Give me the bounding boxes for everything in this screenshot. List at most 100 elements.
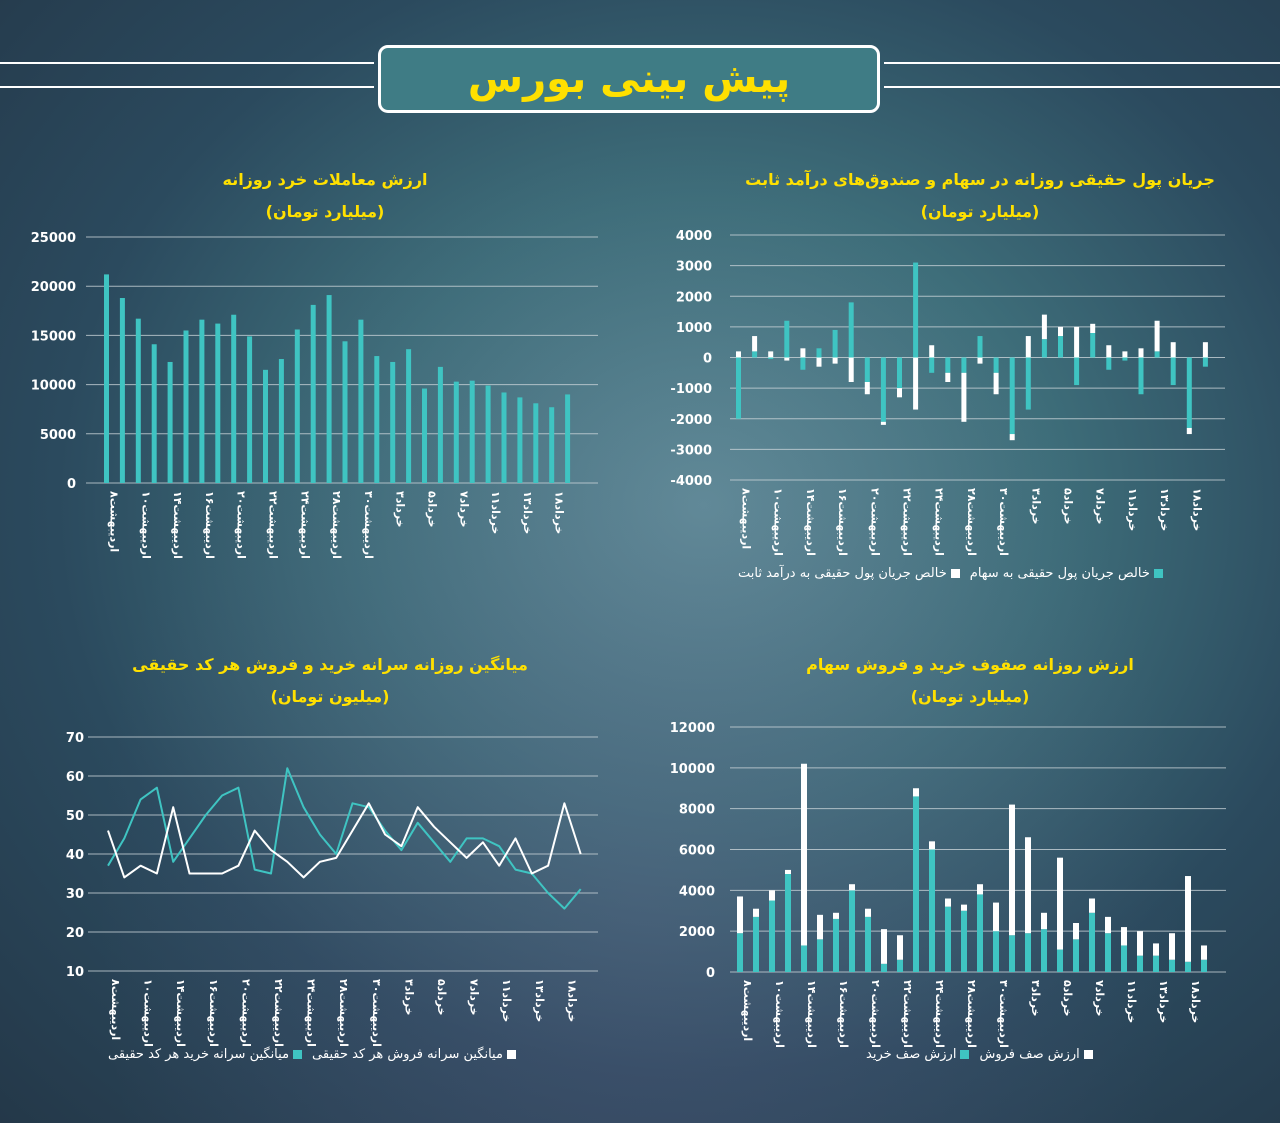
bar-stocks [961,357,967,373]
per-capita-chart: 10 20 30 40 50 60 70 اردیبهشت۸ اردیبهشت۱۰ اردیبهش… [66,731,598,1047]
y-tick-label: -3000 [670,443,712,458]
x-tick-label: خرداد۱۱ [1126,488,1139,531]
bar-buy-queue [1009,935,1015,972]
bar-buy-queue [1137,955,1143,972]
legend-swatch-fixed-income [950,569,960,578]
bar-stocks [816,348,822,358]
x-tick-label: خرداد۱۸ [553,491,566,534]
bar-sell-queue [993,902,999,932]
y-tick-label: 15000 [31,329,76,344]
bar-sell-queue [961,904,967,911]
bar-fixed-income [977,357,983,364]
bar-buy-queue [977,894,983,972]
flow-chart-title: جریان پول حقیقی روزانه در سهام و صندوق‌ه… [745,170,1215,189]
y-tick-label: -1000 [670,382,712,397]
bar-buy-queue [737,933,743,972]
bar-buy-queue [1073,939,1079,972]
bar-sell-queue [1121,927,1127,946]
legend-label-sell-queue: ارزش صف فروش [979,1047,1080,1062]
bar [469,380,475,483]
bar [374,356,380,483]
bar-sell-queue [1201,945,1207,960]
bar-stocks [977,336,983,358]
x-tick-label: اردیبهشت۱۰ [773,980,786,1048]
bar [199,319,205,483]
bar-fixed-income [1106,345,1112,358]
bar-sell-queue [817,914,823,940]
bar-sell-queue [1089,898,1095,913]
x-tick-label: اردیبهشت۸ [741,980,754,1041]
bar-stocks [1154,351,1160,358]
bar-stocks [1106,357,1112,370]
bar-buy-queue [785,874,791,972]
bar-buy-queue [1025,933,1031,972]
bar-fixed-income [961,372,967,422]
bar-fixed-income [1041,314,1047,340]
bar [326,295,332,483]
x-tick-label: خرداد۱۸ [1189,980,1202,1023]
x-tick-label: اردیبهشت۲۸ [965,980,978,1048]
x-tick-label: خرداد۱۱ [500,979,513,1022]
bar-buy-queue [881,963,887,972]
x-tick-label: خرداد۵ [1061,980,1074,1017]
x-tick-label: اردیبهشت۱۴ [804,488,817,556]
bar-fixed-income [1170,342,1176,358]
y-tick-label: 50 [66,809,84,824]
bar-buy-queue [1105,933,1111,972]
bar-stocks [913,262,919,358]
y-tick-label: 0 [706,966,715,981]
header-rule-left-2 [0,86,374,88]
x-tick-label: اردیبهشت۸ [740,488,753,549]
x-tick-label: خرداد۷ [1094,488,1107,525]
bar [406,349,412,483]
bar-sell-queue [785,869,791,874]
x-tick-label: اردیبهشت۱۴ [174,979,187,1047]
bar [247,336,253,483]
bar-buy-queue [1121,945,1127,972]
bar-buy-queue [769,900,775,972]
bar [167,361,173,483]
bar-stocks [1041,339,1047,358]
x-tick-label: اردیبهشت۲۲ [272,979,285,1047]
bar [533,403,539,483]
y-tick-label: 5000 [40,428,76,443]
x-tick-label: اردیبهشت۲۸ [337,979,350,1047]
x-tick-label: اردیبهشت۲۲ [901,980,914,1048]
page-title: پیش بینی بورس [467,56,791,102]
bar [437,366,443,483]
y-tick-label: 20000 [31,280,76,295]
bar-stocks [1170,357,1176,386]
y-tick-label: 0 [703,352,712,367]
bar-stocks [832,329,838,358]
x-tick-label: خرداد۳ [394,491,407,528]
bar-fixed-income [864,382,870,395]
bar-stocks [929,357,935,373]
queues-value-chart: 0 2000 4000 6000 8000 10000 12000 اردیبهشت۸ اردی… [670,721,1226,1048]
bar-buy-queue [817,939,823,972]
page-title-box: پیش بینی بورس [378,45,880,113]
bar-sell-queue [945,898,951,907]
bar-stocks [752,351,758,358]
bar-fixed-income [1090,323,1096,333]
x-tick-label: خرداد۱۸ [565,979,578,1022]
bar-fixed-income [1138,348,1144,358]
bar-fixed-income [816,357,822,367]
y-tick-label: 0 [67,477,76,492]
y-tick-label: -2000 [670,413,712,428]
y-tick-label: 8000 [679,803,715,818]
bar-fixed-income [800,348,806,358]
bar-stocks [800,357,806,370]
y-tick-label: 4000 [676,229,712,244]
bar-sell-queue [1105,916,1111,934]
bar-sell-queue [1073,923,1079,940]
legend-label-fixed-income: خالص جریان پول حقیقی به درآمد ثابت [738,566,947,581]
bar-fixed-income [880,421,886,425]
x-tick-label: خرداد۱۸ [1190,488,1203,531]
bar-sell-queue [753,908,759,917]
bar [183,330,189,483]
bar-sell-queue [833,912,839,919]
y-tick-label: 6000 [679,844,715,859]
bar [485,385,491,483]
header-rule-left [0,62,374,64]
